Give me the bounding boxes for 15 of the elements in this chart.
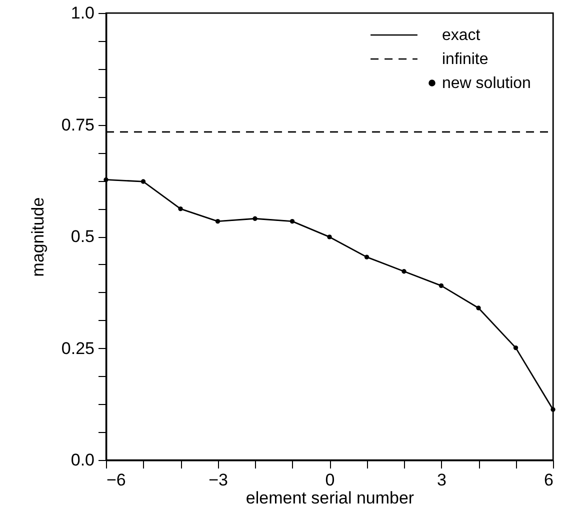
y-tick-label: 0.75 — [61, 115, 94, 134]
x-tick-label: 3 — [437, 470, 446, 490]
x-tick-label: 6 — [544, 470, 554, 490]
legend-label: new solution — [442, 75, 531, 92]
y-tick-label: 0.25 — [61, 338, 94, 358]
x-tick-label: −3 — [208, 470, 228, 490]
y-tick-label: 1.0 — [70, 4, 94, 22]
x-axis-title: element serial number — [246, 488, 414, 508]
y-tick-label: 0.0 — [70, 450, 94, 470]
y-tick-label: 0.5 — [70, 227, 94, 246]
legend-label: infinite — [442, 51, 488, 68]
x-tick-label: 0 — [325, 470, 335, 490]
x-tick-label: −6 — [106, 470, 126, 490]
legend-label: exact — [442, 27, 481, 44]
y-axis-title: magnitude — [28, 197, 48, 277]
